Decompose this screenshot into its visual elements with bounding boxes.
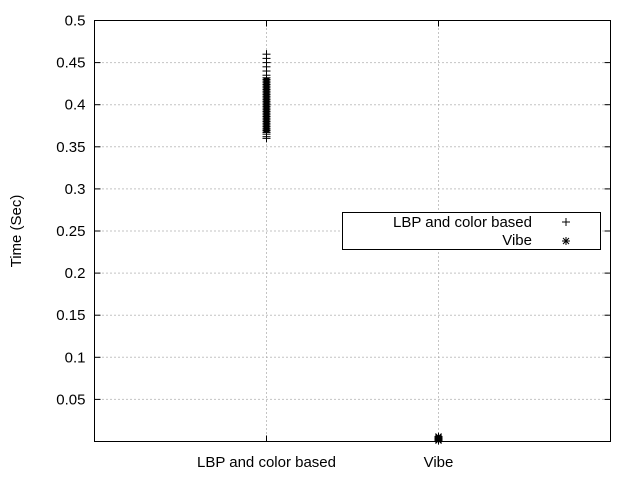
legend-label-lbp: LBP and color based — [393, 214, 532, 231]
y-tick-label: 0.35 — [56, 139, 85, 156]
legend-plus-glyph — [562, 218, 570, 226]
legend-label-vibe: Vibe — [502, 232, 532, 249]
legend-box — [342, 212, 601, 250]
y-tick-label: 0.2 — [65, 265, 86, 282]
x-tick-label: Vibe — [424, 454, 454, 471]
legend-marker-star — [562, 237, 570, 245]
legend-marker-plus — [562, 218, 570, 226]
y-tick-labels: 0.05 0.1 0.15 0.2 0.25 0.3 0.35 0.4 0.45 0.5 — [56, 13, 85, 409]
x-tick-label: LBP and color based — [197, 454, 336, 471]
data-point-dense-band-lbp — [263, 77, 270, 133]
tick-layer — [94, 20, 611, 442]
y-tick-label: 0.1 — [65, 349, 86, 366]
x-tick-labels: LBP and color based Vibe — [197, 454, 453, 471]
data-points — [262, 50, 443, 445]
y-tick-label: 0.5 — [65, 13, 86, 30]
legend-star-glyph — [562, 237, 570, 245]
y-tick-label: 0.3 — [65, 181, 86, 198]
y-tick-label: 0.15 — [56, 307, 85, 324]
y-tick-label: 0.25 — [56, 223, 85, 240]
y-axis-label: Time (Sec) — [8, 195, 25, 268]
y-tick-label: 0.4 — [65, 97, 86, 114]
y-tick-label: 0.45 — [56, 55, 85, 72]
y-tick-label: 0.05 — [56, 391, 85, 408]
data-point-lbp — [262, 50, 271, 59]
data-point-vibe — [434, 432, 443, 441]
legend: LBP and color based Vibe — [342, 212, 601, 250]
